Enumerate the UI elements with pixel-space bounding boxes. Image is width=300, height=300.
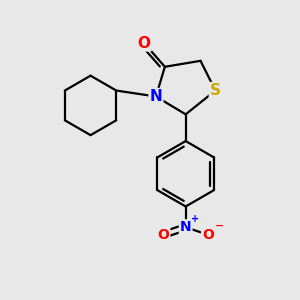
Text: O: O [138, 35, 151, 50]
Text: N: N [180, 220, 191, 234]
Text: S: S [210, 83, 221, 98]
Text: O: O [158, 228, 169, 242]
Text: +: + [191, 214, 199, 224]
Text: N: N [150, 89, 162, 104]
Text: −: − [214, 221, 224, 231]
Text: O: O [202, 228, 214, 242]
